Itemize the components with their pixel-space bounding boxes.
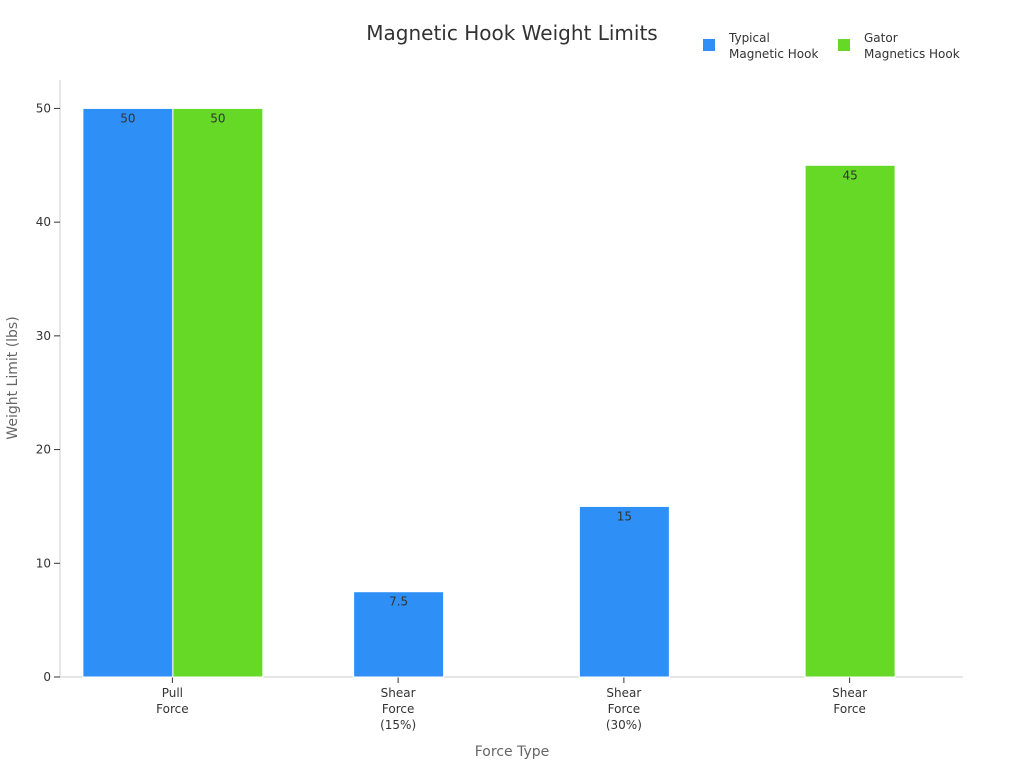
x-tick-label-line: Force xyxy=(608,702,640,716)
legend-label-line: Magnetics Hook xyxy=(864,47,960,61)
x-tick-label-line: Pull xyxy=(162,686,183,700)
bar-value-label: 50 xyxy=(210,111,225,125)
x-tick-label: Pull Force xyxy=(156,686,188,716)
legend-label-line: Typical xyxy=(728,31,770,45)
x-tick-label-line: Shear xyxy=(606,686,641,700)
x-tick-label-line: (15%) xyxy=(380,718,416,732)
legend-label: Typical Magnetic Hook xyxy=(728,31,818,61)
bars-group xyxy=(82,107,896,678)
y-tick-label: 20 xyxy=(36,443,51,457)
legend-swatch xyxy=(703,39,715,51)
bar-value-label: 45 xyxy=(842,168,857,182)
x-axis-label: Force Type xyxy=(475,744,549,760)
bar-value-label: 15 xyxy=(617,509,632,523)
bar xyxy=(82,107,174,678)
bar xyxy=(804,164,896,678)
x-tick-label-line: Force xyxy=(156,702,188,716)
bar-labels-group: 50 50 7.5 15 45 xyxy=(120,111,858,608)
y-axis: 0 10 20 30 40 50 xyxy=(36,80,61,684)
legend-label-line: Gator xyxy=(864,31,898,45)
x-tick-label: Shear Force (15%) xyxy=(380,686,416,732)
bar xyxy=(578,505,670,678)
x-tick-label-line: Force xyxy=(382,702,414,716)
x-tick-label-line: (30%) xyxy=(606,718,642,732)
bar-value-label: 7.5 xyxy=(389,595,408,609)
bar xyxy=(172,107,264,678)
legend-swatch xyxy=(838,39,850,51)
bar xyxy=(353,591,445,678)
x-tick-label: Shear Force (30%) xyxy=(606,686,642,732)
x-tick-label-line: Shear xyxy=(832,686,867,700)
legend: Typical Magnetic Hook Gator Magnetics Hook xyxy=(703,31,960,61)
x-tick-label-line: Shear xyxy=(381,686,416,700)
legend-label: Gator Magnetics Hook xyxy=(864,31,960,61)
x-tick-label-line: Force xyxy=(833,702,865,716)
y-tick-label: 40 xyxy=(36,215,51,229)
y-axis-label: Weight Limit (lbs) xyxy=(5,316,21,439)
chart-title: Magnetic Hook Weight Limits xyxy=(366,21,657,45)
x-tick-label: Shear Force xyxy=(832,686,867,716)
bar-value-label: 50 xyxy=(120,111,135,125)
y-tick-label: 0 xyxy=(43,670,51,684)
y-tick-label: 10 xyxy=(36,556,51,570)
y-tick-label: 50 xyxy=(36,101,51,115)
legend-label-line: Magnetic Hook xyxy=(729,47,818,61)
y-tick-label: 30 xyxy=(36,329,51,343)
